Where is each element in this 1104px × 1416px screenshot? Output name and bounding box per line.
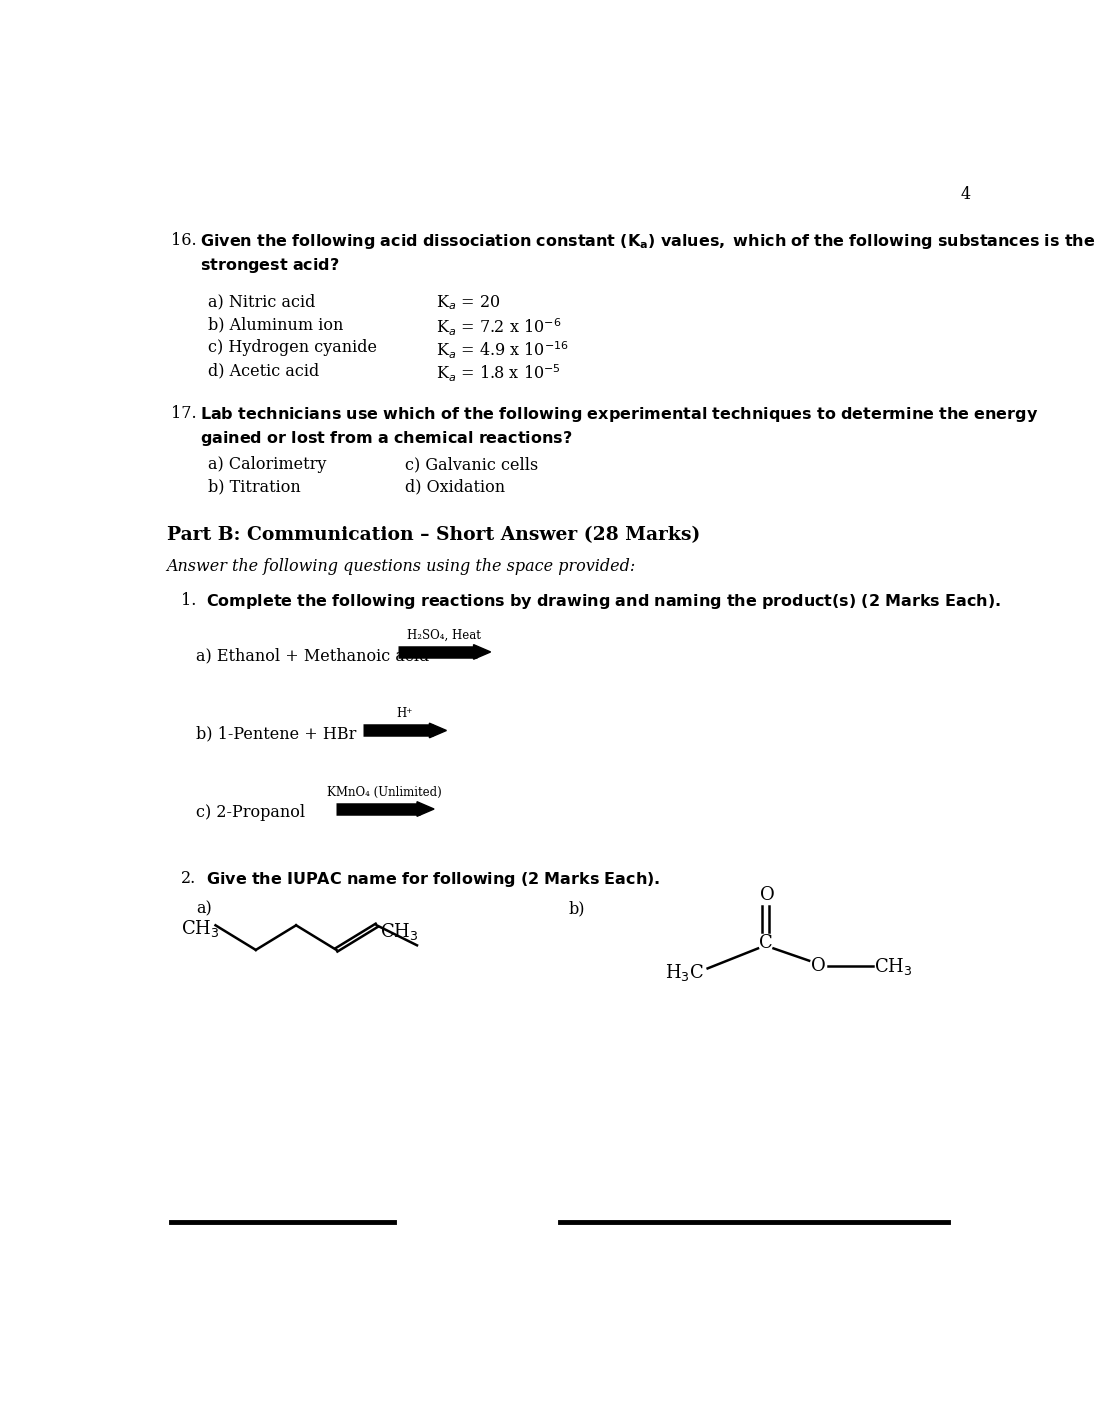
Text: H⁺: H⁺ [396,708,413,721]
Text: $\bf{gained\ or\ lost\ from\ a\ chemical\ reactions?}$: $\bf{gained\ or\ lost\ from\ a\ chemical… [200,429,572,447]
Text: K$_a$ = 7.2 x 10$^{-6}$: K$_a$ = 7.2 x 10$^{-6}$ [436,316,562,337]
Text: C: C [758,935,773,952]
Polygon shape [429,724,446,738]
Text: a) Ethanol + Methanoic acid: a) Ethanol + Methanoic acid [197,647,429,664]
Text: d) Oxidation: d) Oxidation [405,479,506,496]
Text: O: O [811,957,826,976]
Text: K$_a$ = 20: K$_a$ = 20 [436,293,500,312]
Text: H₂SO₄, Heat: H₂SO₄, Heat [407,629,481,641]
Text: c) 2-Propanol: c) 2-Propanol [197,804,305,821]
Text: 2.: 2. [181,869,195,886]
Text: O: O [760,886,775,905]
Text: 17.: 17. [170,405,197,422]
Text: d) Acetic acid: d) Acetic acid [208,362,319,379]
Text: CH$_3$: CH$_3$ [181,918,220,939]
Text: K$_a$ = 1.8 x 10$^{-5}$: K$_a$ = 1.8 x 10$^{-5}$ [436,362,561,384]
Text: $\bf{Give\ the\ IUPAC\ name\ for\ following\ (2\ Marks\ Each).}$: $\bf{Give\ the\ IUPAC\ name\ for\ follow… [206,869,660,889]
Text: c) Hydrogen cyanide: c) Hydrogen cyanide [208,340,376,357]
Text: Answer the following questions using the space provided:: Answer the following questions using the… [167,558,636,575]
Text: 16.: 16. [170,232,197,249]
Polygon shape [417,801,434,817]
Text: b) Aluminum ion: b) Aluminum ion [208,316,343,333]
Text: K$_a$ = 4.9 x 10$^{-16}$: K$_a$ = 4.9 x 10$^{-16}$ [436,340,570,361]
Text: $\bf{Complete\ the\ following\ reactions\ by\ drawing\ and\ naming\ the\ product: $\bf{Complete\ the\ following\ reactions… [206,592,1001,610]
Text: c) Galvanic cells: c) Galvanic cells [405,456,539,473]
Text: $\bf{strongest\ acid?}$: $\bf{strongest\ acid?}$ [200,256,340,275]
Text: H$_3$C: H$_3$C [665,961,704,983]
Text: $\bf{Lab\ technicians\ use\ which\ of\ the\ following\ experimental\ techniques\: $\bf{Lab\ technicians\ use\ which\ of\ t… [200,405,1038,423]
Text: a): a) [197,901,212,918]
Text: b): b) [569,901,585,918]
Text: CH$_3$: CH$_3$ [874,956,913,977]
Text: a) Calorimetry: a) Calorimetry [208,456,326,473]
Text: 4: 4 [960,185,972,202]
Text: 1.: 1. [181,592,197,609]
Text: KMnO₄ (Unlimited): KMnO₄ (Unlimited) [328,786,443,799]
Text: b) 1-Pentene + HBr: b) 1-Pentene + HBr [197,726,357,743]
Text: a) Nitric acid: a) Nitric acid [208,293,315,310]
Text: b) Titration: b) Titration [208,479,300,496]
Text: Part B: Communication – Short Answer (28 Marks): Part B: Communication – Short Answer (28… [167,525,700,544]
Polygon shape [474,644,490,660]
Text: $\bf{Given\ the\ following\ acid\ dissociation\ constant\ (K_a)\ values,\ which\: $\bf{Given\ the\ following\ acid\ dissoc… [200,232,1095,251]
Text: CH$_3$: CH$_3$ [380,920,418,942]
